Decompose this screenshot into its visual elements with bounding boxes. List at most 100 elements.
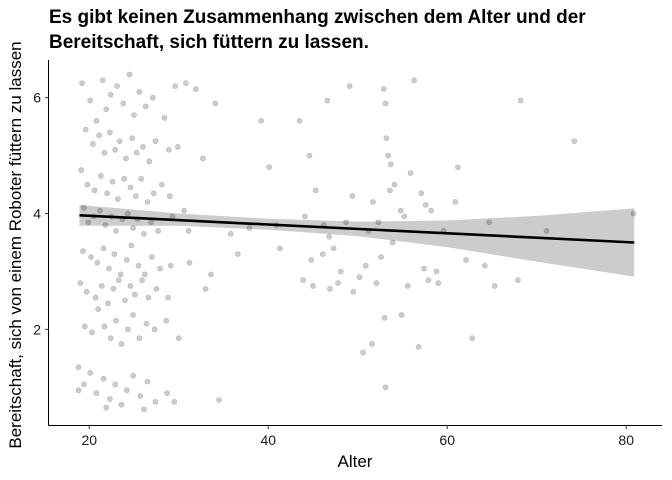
data-point <box>234 251 241 257</box>
data-point <box>411 77 418 84</box>
data-point <box>80 248 86 255</box>
data-point <box>415 343 422 350</box>
data-point <box>385 152 392 159</box>
data-point <box>116 138 123 145</box>
confidence-band <box>79 204 635 277</box>
data-point <box>398 312 405 318</box>
data-point <box>308 256 315 263</box>
data-point <box>246 225 253 231</box>
data-point <box>138 175 145 182</box>
data-point <box>95 306 102 313</box>
data-point <box>433 268 440 275</box>
data-point <box>387 161 394 168</box>
data-point <box>142 103 149 110</box>
data-point <box>543 228 550 234</box>
data-point <box>136 335 143 341</box>
data-point <box>161 115 168 121</box>
data-point <box>143 320 150 327</box>
data-point <box>407 170 414 176</box>
data-point <box>81 204 87 211</box>
data-point <box>87 369 94 376</box>
data-point <box>89 329 95 336</box>
data-point <box>343 219 349 226</box>
data-point <box>103 404 110 411</box>
data-point <box>300 277 307 284</box>
plot-area <box>75 71 637 413</box>
data-point <box>319 251 326 257</box>
data-point <box>135 262 142 269</box>
data-point <box>346 83 353 89</box>
data-point <box>114 83 120 89</box>
data-point <box>153 285 160 292</box>
data-point <box>192 86 199 92</box>
data-point <box>382 384 389 391</box>
data-point <box>113 228 120 234</box>
data-point <box>172 83 179 89</box>
data-point <box>163 317 170 324</box>
data-point <box>335 280 341 286</box>
data-point <box>145 294 152 301</box>
data-point <box>152 398 159 405</box>
data-point <box>266 164 273 171</box>
data-point <box>113 317 120 324</box>
data-point <box>326 233 332 240</box>
data-point <box>200 155 206 162</box>
data-point <box>155 228 162 234</box>
data-point <box>428 207 435 214</box>
data-point <box>110 285 117 292</box>
data-point <box>150 190 157 197</box>
data-point <box>112 146 119 153</box>
data-point <box>104 190 111 197</box>
y-tick-label: 4 <box>33 206 41 222</box>
data-point <box>123 387 130 394</box>
data-point <box>136 88 143 95</box>
data-point <box>115 196 121 202</box>
data-point <box>401 213 408 220</box>
y-axis-ticks: 2 4 6 <box>33 90 49 337</box>
data-point <box>166 193 173 200</box>
data-point <box>157 265 163 272</box>
data-point <box>127 283 134 289</box>
data-point <box>369 340 375 347</box>
data-point <box>183 80 189 87</box>
data-point <box>140 143 146 150</box>
y-tick-label: 2 <box>33 321 41 337</box>
data-point <box>96 132 103 139</box>
data-point <box>117 271 124 278</box>
data-point <box>91 187 98 194</box>
data-point <box>452 199 459 205</box>
data-point <box>146 158 153 165</box>
data-point <box>349 193 356 200</box>
data-point <box>165 294 171 301</box>
data-point <box>81 381 87 388</box>
data-point <box>296 117 303 124</box>
data-point <box>130 372 137 379</box>
data-point <box>140 230 147 237</box>
data-point <box>123 256 130 263</box>
data-point <box>327 285 333 292</box>
data-point <box>130 225 137 231</box>
data-point <box>94 259 101 266</box>
data-point <box>378 254 384 260</box>
data-point <box>181 207 188 214</box>
data-point <box>152 138 159 145</box>
x-tick-label: 80 <box>618 432 634 448</box>
data-point <box>208 271 214 278</box>
x-tick-label: 20 <box>81 432 97 448</box>
data-point <box>84 181 91 188</box>
data-point <box>141 271 148 278</box>
data-point <box>174 143 181 150</box>
fit-line-group <box>79 213 635 244</box>
data-point <box>127 184 134 191</box>
data-point <box>362 262 369 269</box>
data-point <box>121 175 128 182</box>
y-axis-label: Bereitschaft, sich von einem Roboter füt… <box>6 41 25 448</box>
data-point <box>202 285 209 292</box>
data-point <box>112 381 119 388</box>
data-point <box>107 91 114 98</box>
data-point <box>129 135 136 142</box>
data-point <box>75 387 82 394</box>
data-point <box>216 397 222 403</box>
data-point <box>97 207 103 214</box>
data-point <box>149 94 156 101</box>
